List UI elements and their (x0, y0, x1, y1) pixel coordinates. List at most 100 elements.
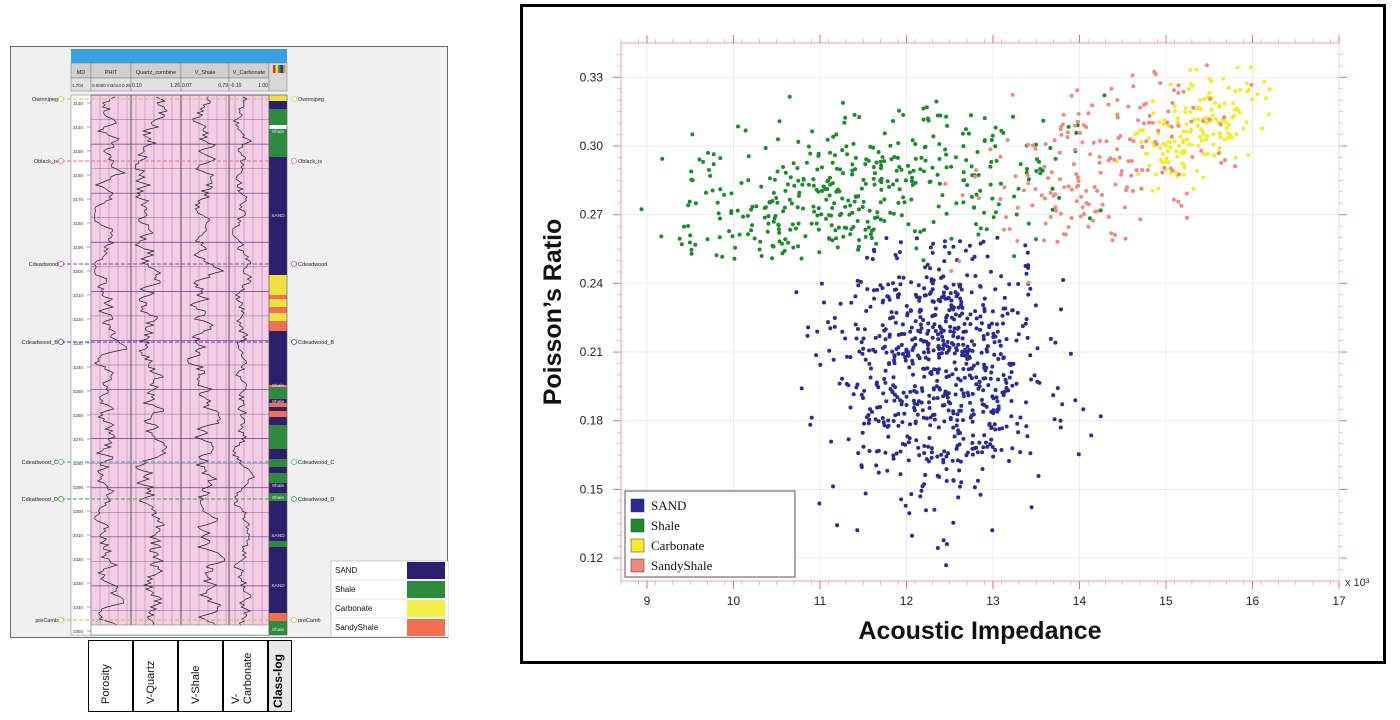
data-point (857, 349, 862, 354)
formation-top-label-left: Cdeadwood (29, 262, 58, 268)
data-point (879, 176, 884, 181)
data-point (928, 179, 933, 184)
depth-tick-label: 3190 (73, 245, 84, 250)
data-point (882, 159, 887, 164)
data-point (878, 283, 883, 288)
data-point (1003, 389, 1007, 394)
data-point (1025, 335, 1030, 340)
formation-top-marker-right (291, 261, 297, 267)
data-point (1188, 130, 1193, 134)
data-point (1154, 172, 1159, 177)
data-point (969, 113, 973, 118)
y-tick-label: 0.12 (580, 551, 604, 565)
formation-top-marker-right (291, 96, 297, 102)
data-point (1080, 205, 1085, 210)
data-point (959, 403, 964, 408)
data-point (1088, 152, 1093, 157)
data-point (1188, 67, 1193, 72)
data-point (944, 563, 949, 568)
data-point (900, 322, 905, 327)
y-tick-label: 0.21 (580, 345, 604, 359)
data-point (894, 178, 899, 183)
formation-top-label-right: Cdeadwood_B (298, 340, 334, 346)
data-point (993, 448, 998, 452)
data-point (1051, 393, 1056, 398)
data-point (682, 224, 686, 229)
data-point (978, 226, 983, 231)
data-point (952, 351, 957, 356)
data-point (1158, 81, 1163, 86)
class-log-segment (269, 501, 287, 541)
data-point (957, 313, 962, 318)
data-point (940, 193, 945, 198)
data-point (639, 207, 644, 212)
v-carbonate-label: V- Carbonate (230, 652, 254, 704)
data-point (891, 375, 896, 380)
formation-top-label-left: Cdeadwood_B (22, 340, 58, 346)
data-point (985, 349, 990, 354)
data-point (1187, 142, 1192, 147)
data-point (1218, 122, 1223, 126)
data-point (918, 307, 923, 312)
data-point (899, 213, 904, 218)
data-point (1188, 110, 1193, 115)
data-point (835, 523, 840, 528)
data-point (782, 248, 787, 253)
data-point (873, 335, 878, 340)
depth-tick-label: 3200 (73, 269, 84, 274)
data-point (916, 399, 921, 404)
data-point (842, 225, 847, 230)
data-point (958, 378, 963, 383)
data-point (948, 291, 953, 296)
class-palette-swatch (278, 65, 281, 73)
data-point (893, 253, 898, 257)
data-point (1036, 474, 1041, 478)
data-point (893, 320, 898, 325)
data-point (885, 179, 890, 184)
data-point (943, 319, 948, 324)
data-point (1068, 351, 1073, 356)
data-point (999, 128, 1004, 133)
formation-top-label-left: Oblack_is (34, 159, 58, 165)
data-point (1150, 120, 1155, 125)
data-point (1018, 415, 1023, 420)
data-point (864, 415, 869, 420)
scatter-plot-frame: 0.12 0.15 0.18 0.21 0.24 0.27 0.30 0.33 9 10 11 12 1… (520, 4, 1386, 664)
data-point (722, 192, 727, 197)
data-point (780, 251, 785, 256)
data-point (1023, 321, 1028, 326)
data-point (1118, 134, 1123, 138)
data-point (741, 214, 745, 219)
data-point (900, 441, 905, 446)
data-point (840, 329, 845, 334)
data-point (945, 395, 950, 400)
data-point (926, 321, 931, 326)
data-point (891, 281, 895, 286)
data-point (898, 398, 903, 403)
data-point (1018, 450, 1023, 455)
data-point (874, 463, 879, 468)
data-point (775, 200, 780, 205)
depth-tick-label: 3160 (73, 173, 84, 178)
data-point (746, 232, 750, 237)
data-point (965, 450, 970, 455)
data-point (902, 411, 907, 416)
data-point (883, 337, 888, 342)
data-point (982, 139, 987, 144)
class-legend-label: Shale (335, 585, 356, 594)
data-point (689, 177, 694, 182)
data-point (1179, 203, 1184, 208)
data-point (815, 213, 820, 218)
data-point (706, 150, 711, 155)
data-point (729, 209, 734, 214)
data-point (848, 232, 853, 237)
chart-legend-label: SandyShale (651, 558, 713, 573)
class-log-segment (269, 493, 287, 501)
data-point (1222, 137, 1227, 142)
data-point (1169, 134, 1174, 139)
data-point (908, 329, 913, 334)
data-point (1034, 169, 1039, 173)
data-point (981, 388, 986, 393)
data-point (774, 196, 779, 200)
data-point (944, 114, 949, 119)
